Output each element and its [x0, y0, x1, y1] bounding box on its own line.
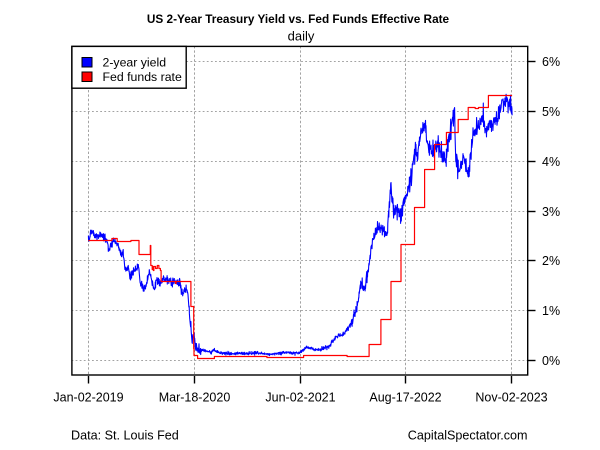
svg-text:CapitalSpectator.com: CapitalSpectator.com — [408, 429, 528, 443]
svg-text:Jun-02-2021: Jun-02-2021 — [265, 391, 335, 405]
svg-text:Jan-02-2019: Jan-02-2019 — [53, 391, 123, 405]
svg-text:5%: 5% — [542, 105, 560, 119]
svg-text:daily: daily — [288, 29, 315, 44]
svg-text:3%: 3% — [542, 205, 560, 219]
svg-text:6%: 6% — [542, 55, 560, 69]
svg-text:Nov-02-2023: Nov-02-2023 — [475, 391, 547, 405]
svg-text:Fed funds rate: Fed funds rate — [103, 70, 182, 84]
svg-text:0%: 0% — [542, 354, 560, 368]
svg-text:2%: 2% — [542, 254, 560, 268]
svg-text:Aug-17-2022: Aug-17-2022 — [369, 391, 441, 405]
svg-text:1%: 1% — [542, 304, 560, 318]
svg-text:4%: 4% — [542, 155, 560, 169]
svg-text:Data: St. Louis Fed: Data: St. Louis Fed — [71, 429, 179, 443]
svg-text:US 2-Year Treasury Yield vs. F: US 2-Year Treasury Yield vs. Fed Funds E… — [147, 12, 450, 26]
svg-text:Mar-18-2020: Mar-18-2020 — [159, 391, 231, 405]
svg-text:2-year yield: 2-year yield — [103, 56, 167, 70]
